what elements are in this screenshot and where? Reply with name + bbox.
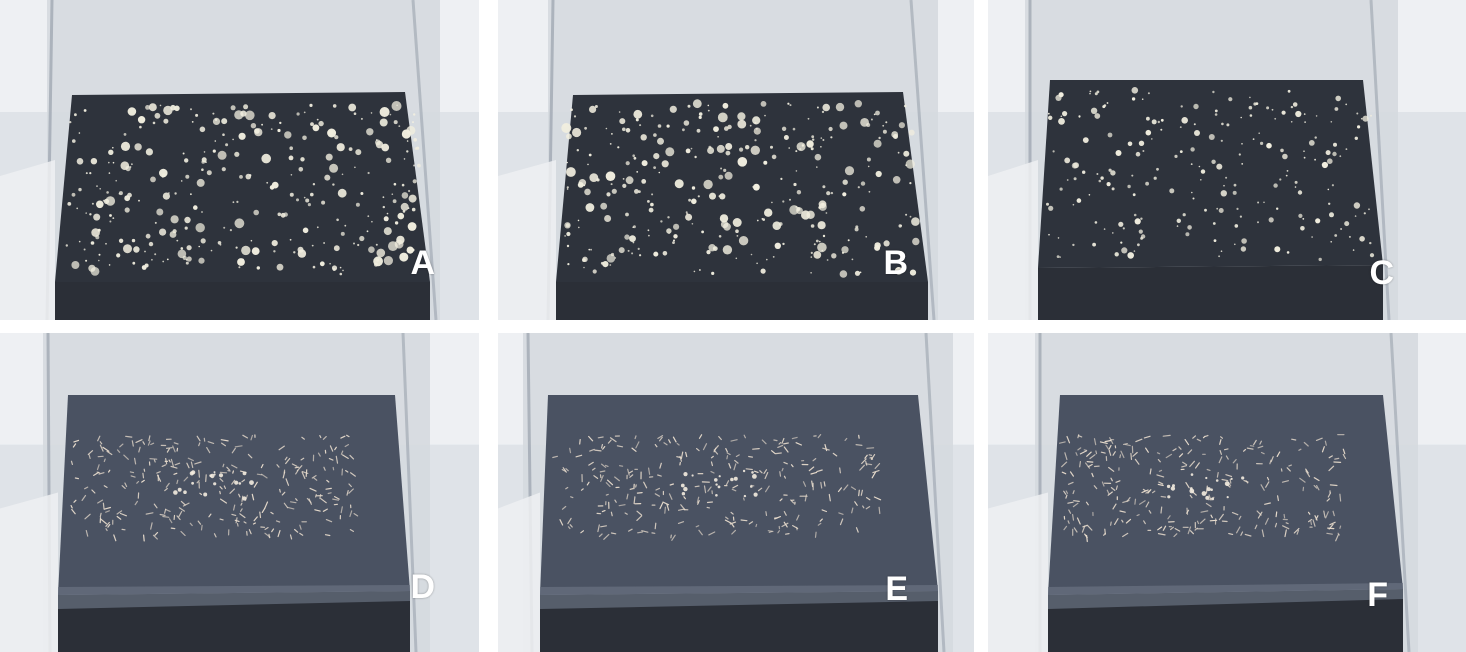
panel-b-photo-art [498,0,974,320]
panel-e-photo-art [498,333,974,652]
panel-d-photo: D [0,333,479,652]
panel-c-label: C [1369,254,1394,292]
panel-f-label: F [1367,576,1388,614]
panel-f-photo: F [988,333,1466,652]
panel-b-photo: B [498,0,974,320]
panel-c-photo: C [988,0,1466,320]
panel-d-photo-art [0,333,479,652]
panel-e-photo: E [498,333,974,652]
panel-f-photo-art [988,333,1466,652]
panel-c-photo-art [988,0,1466,320]
panel-b-label: B [883,244,908,282]
panel-a-label: A [410,244,435,282]
panel-e-label: E [885,570,908,608]
panel-d-label: D [410,568,435,606]
panel-a-photo: A [0,0,479,320]
panel-a-photo-art [0,0,479,320]
